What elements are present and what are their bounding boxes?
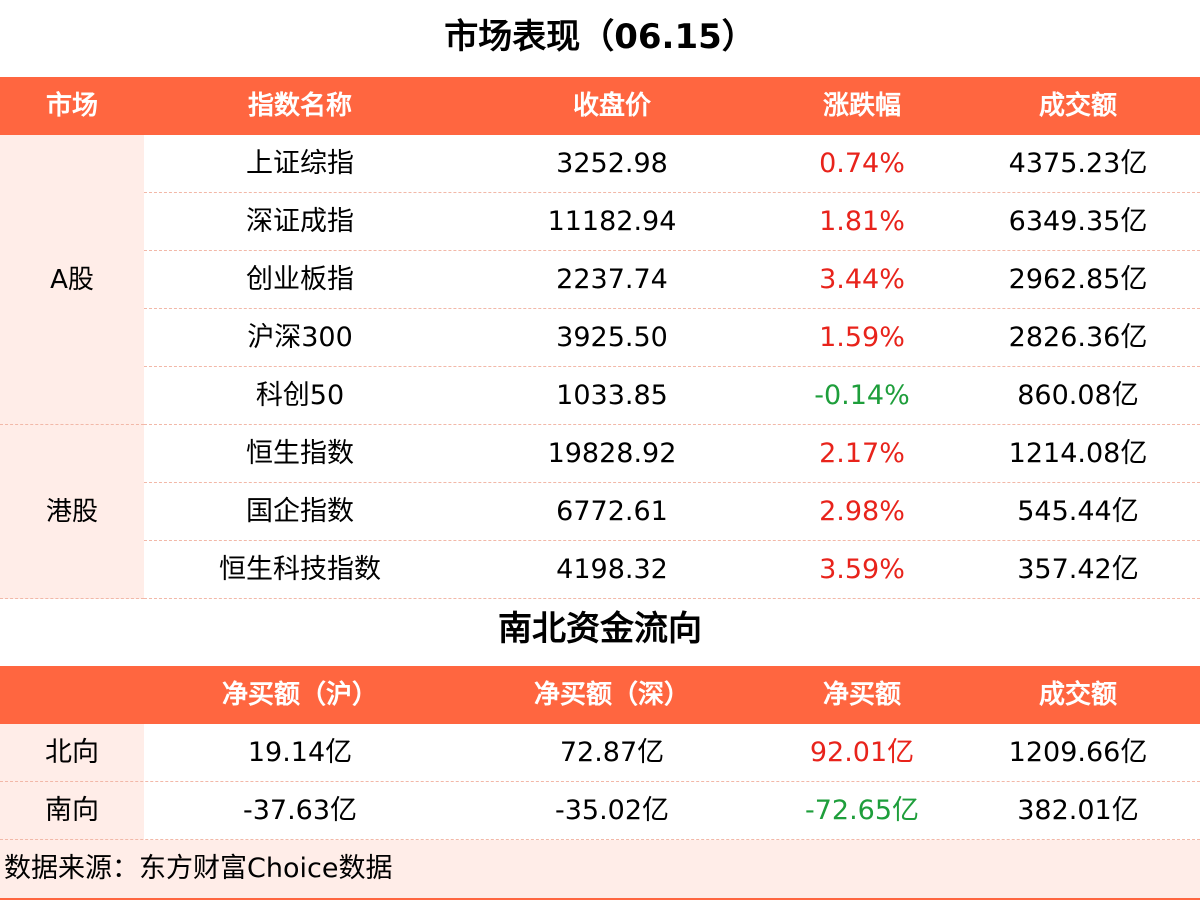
market-table-header: 市场 指数名称 收盘价 涨跌幅 成交额 xyxy=(0,77,1200,135)
row-divider xyxy=(144,192,1200,193)
market-label-text: A股 xyxy=(50,265,94,295)
change-cell: 2.17% xyxy=(819,438,905,469)
volume-cell: 860.08亿 xyxy=(1017,380,1139,411)
header-index-name: 指数名称 xyxy=(247,91,352,121)
volume-cell: 1214.08亿 xyxy=(1008,438,1148,469)
flow-volume-cell: 1209.66亿 xyxy=(1008,737,1148,768)
header-change: 涨跌幅 xyxy=(822,91,901,121)
table-row: 上证综指 3252.98 0.74% 4375.23亿 xyxy=(0,135,1200,193)
net-buy-sh-cell: 19.14亿 xyxy=(247,737,353,768)
net-buy-sz-cell: -35.02亿 xyxy=(554,795,670,826)
net-buy-sz-cell: 72.87亿 xyxy=(559,737,665,768)
header-net-buy: 净买额 xyxy=(822,680,901,710)
header-market: 市场 xyxy=(45,91,98,121)
table-row: 科创50 1033.85 -0.14% 860.08亿 xyxy=(0,367,1200,425)
row-divider xyxy=(144,366,1200,367)
index-name-cell: 创业板指 xyxy=(246,264,354,295)
volume-cell: 2962.85亿 xyxy=(1008,264,1148,295)
close-price-cell: 11182.94 xyxy=(547,206,677,237)
flow-volume-cell: 382.01亿 xyxy=(1017,795,1139,826)
header-direction xyxy=(0,666,144,724)
table-row: 恒生指数 19828.92 2.17% 1214.08亿 xyxy=(0,425,1200,483)
market-label-a-shares: A股 xyxy=(0,135,144,425)
change-cell: 1.81% xyxy=(819,206,905,237)
source-text: 数据来源：东方财富Choice数据 xyxy=(4,853,393,884)
change-cell: 1.59% xyxy=(819,322,905,353)
index-name-cell: 国企指数 xyxy=(246,496,354,527)
change-cell: -0.14% xyxy=(814,380,910,411)
close-price-cell: 4198.32 xyxy=(556,554,668,585)
index-name-cell: 沪深300 xyxy=(247,322,353,353)
group-divider xyxy=(0,424,144,425)
market-label-text: 港股 xyxy=(45,497,98,527)
close-price-cell: 1033.85 xyxy=(556,380,668,411)
row-divider xyxy=(0,781,1200,782)
change-cell: 0.74% xyxy=(819,148,905,179)
header-flow-volume: 成交额 xyxy=(1038,680,1117,710)
row-divider xyxy=(144,308,1200,309)
header-volume: 成交额 xyxy=(1038,91,1117,121)
row-divider xyxy=(144,482,1200,483)
row-divider xyxy=(0,839,1200,840)
close-price-cell: 2237.74 xyxy=(556,264,668,295)
change-cell: 3.59% xyxy=(819,554,905,585)
change-cell: 2.98% xyxy=(819,496,905,527)
table-row: 深证成指 11182.94 1.81% 6349.35亿 xyxy=(0,193,1200,251)
close-price-cell: 3252.98 xyxy=(556,148,668,179)
net-buy-cell: 92.01亿 xyxy=(809,737,915,768)
table-row: 创业板指 2237.74 3.44% 2962.85亿 xyxy=(0,251,1200,309)
header-close: 收盘价 xyxy=(572,91,651,121)
table-row: 恒生科技指数 4198.32 3.59% 357.42亿 xyxy=(0,541,1200,599)
index-name-cell: 恒生指数 xyxy=(246,438,354,469)
close-price-cell: 6772.61 xyxy=(556,496,668,527)
row-divider xyxy=(144,598,1200,599)
index-name-cell: 恒生科技指数 xyxy=(219,554,381,585)
index-name-cell: 科创50 xyxy=(255,380,345,411)
net-buy-cell: -72.65亿 xyxy=(804,795,920,826)
capital-flow-title: 南北资金流向 xyxy=(498,609,702,649)
header-net-buy-sz: 净买额（深） xyxy=(533,680,690,710)
change-cell: 3.44% xyxy=(819,264,905,295)
row-divider xyxy=(144,250,1200,251)
direction-label-cell: 南向 xyxy=(0,782,144,840)
volume-cell: 545.44亿 xyxy=(1017,496,1139,527)
table-row: 国企指数 6772.61 2.98% 545.44亿 xyxy=(0,483,1200,541)
table-row: 沪深300 3925.50 1.59% 2826.36亿 xyxy=(0,309,1200,367)
source-footer: 数据来源：东方财富Choice数据 xyxy=(0,840,1200,900)
table-row: 北向 19.14亿 72.87亿 92.01亿 1209.66亿 xyxy=(0,724,1200,782)
flow-table-header: 净买额（沪） 净买额（深） 净买额 成交额 xyxy=(0,666,1200,724)
table-row: 南向 -37.63亿 -35.02亿 -72.65亿 382.01亿 xyxy=(0,782,1200,840)
direction-label-cell: 北向 xyxy=(0,724,144,782)
close-price-cell: 19828.92 xyxy=(547,438,677,469)
close-price-cell: 3925.50 xyxy=(556,322,668,353)
volume-cell: 6349.35亿 xyxy=(1008,206,1148,237)
market-label-hk-shares: 港股 xyxy=(0,425,144,599)
volume-cell: 2826.36亿 xyxy=(1008,322,1148,353)
row-divider xyxy=(144,424,1200,425)
index-name-cell: 深证成指 xyxy=(246,206,354,237)
group-divider xyxy=(0,598,144,599)
index-name-cell: 上证综指 xyxy=(246,148,354,179)
header-net-buy-sh: 净买额（沪） xyxy=(221,680,378,710)
net-buy-sh-cell: -37.63亿 xyxy=(242,795,358,826)
volume-cell: 357.42亿 xyxy=(1017,554,1139,585)
volume-cell: 4375.23亿 xyxy=(1008,148,1148,179)
row-divider xyxy=(144,540,1200,541)
market-performance-title: 市场表现（06.15） xyxy=(444,17,756,57)
